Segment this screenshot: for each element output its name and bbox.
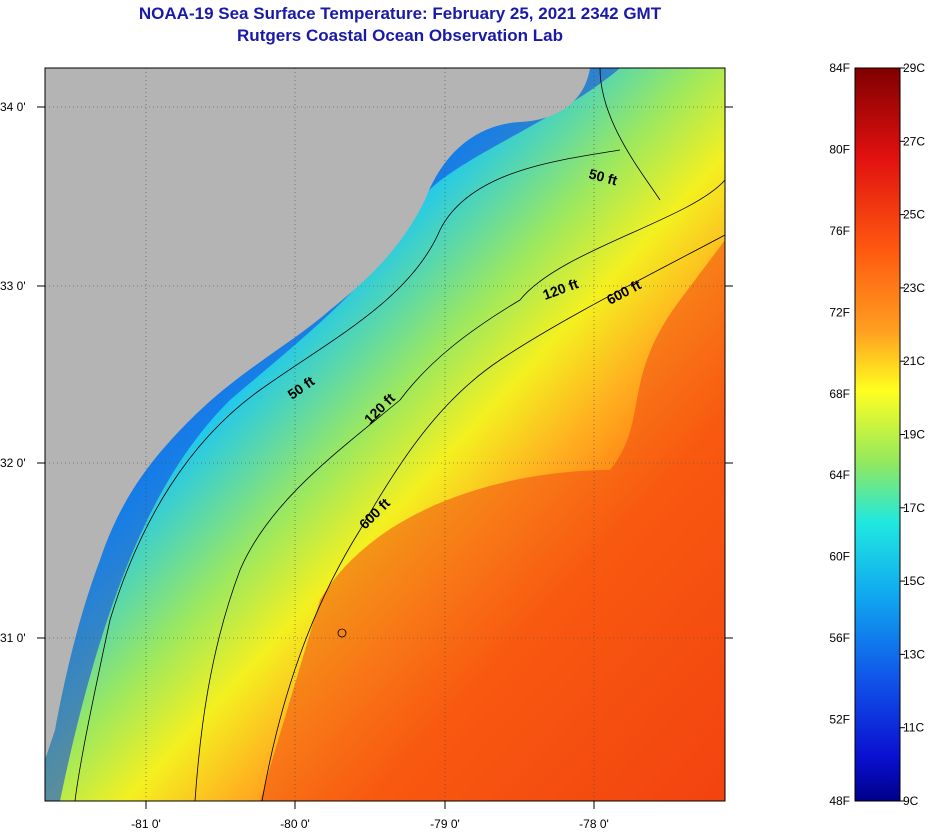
colorbar-c-label: 13C bbox=[903, 647, 925, 661]
colorbar-c-label: 29C bbox=[903, 61, 925, 75]
colorbar-c-label: 27C bbox=[903, 134, 925, 148]
colorbar-f-label: 76F bbox=[829, 224, 850, 238]
isobath-120ft bbox=[194, 179, 725, 801]
colorbar-f-label: 48F bbox=[829, 794, 850, 808]
land bbox=[45, 68, 590, 760]
colorbar-c-label: 17C bbox=[903, 501, 925, 515]
lon-label: -79 0' bbox=[430, 817, 460, 831]
lat-label: 31 0' bbox=[0, 631, 26, 645]
lon-label: -81 0' bbox=[131, 817, 161, 831]
seamount-contour bbox=[337, 628, 347, 638]
lon-label: -80 0' bbox=[280, 817, 310, 831]
map-subtitle: Rutgers Coastal Ocean Observation Lab bbox=[237, 26, 563, 45]
colorbar-f-label: 80F bbox=[829, 142, 850, 156]
isobath-50ft bbox=[74, 68, 661, 801]
colorbar-c-label: 25C bbox=[903, 208, 925, 222]
lat-label: 34 0' bbox=[0, 100, 26, 114]
colorbar-f-label: 84F bbox=[829, 61, 850, 75]
colorbar-c-label: 15C bbox=[903, 574, 925, 588]
axis-ticks bbox=[37, 106, 733, 809]
lat-label: 33 0' bbox=[0, 279, 26, 293]
colorbar-f-label: 64F bbox=[829, 468, 850, 482]
gulf-stream-region bbox=[260, 240, 725, 801]
graticule bbox=[45, 68, 725, 801]
colorbar-c-label: 21C bbox=[903, 354, 925, 368]
isobath-600ft bbox=[261, 234, 725, 801]
map-title: NOAA-19 Sea Surface Temperature: Februar… bbox=[138, 4, 662, 23]
colorbar-c-label: 11C bbox=[903, 721, 924, 735]
colorbar-c-label: 19C bbox=[903, 428, 925, 442]
map-frame bbox=[44, 67, 726, 802]
lat-label: 32 0' bbox=[0, 456, 26, 470]
colorbar-f-label: 52F bbox=[829, 713, 850, 727]
lon-label: -78 0' bbox=[579, 817, 609, 831]
colorbar-c-label: 23C bbox=[903, 281, 925, 295]
colorbar-f-label: 56F bbox=[829, 631, 850, 645]
colorbar-f-label: 68F bbox=[829, 387, 850, 401]
colorbar-c-label: 9C bbox=[903, 794, 919, 808]
colorbar-f-label: 60F bbox=[829, 550, 850, 564]
colorbar-f-label: 72F bbox=[829, 305, 850, 319]
colorbar bbox=[854, 67, 901, 802]
contour-label: 50 ft bbox=[587, 165, 619, 188]
